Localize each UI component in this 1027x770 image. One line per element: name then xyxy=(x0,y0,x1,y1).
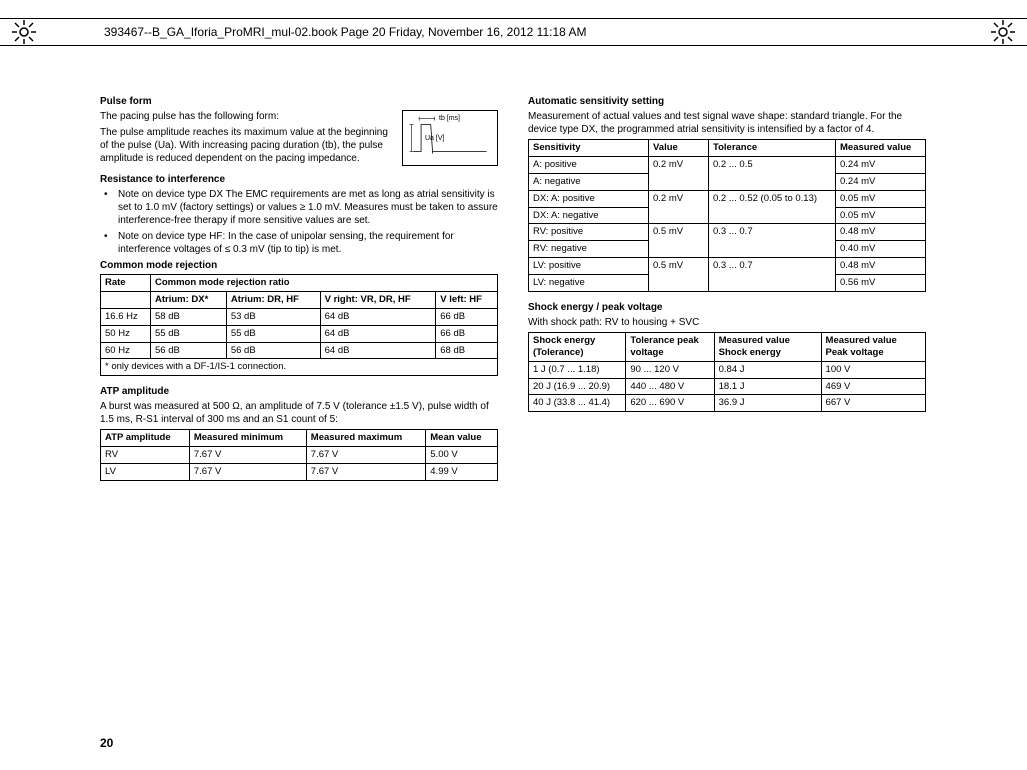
body-text: With shock path: RV to housing + SVC xyxy=(528,316,926,329)
table-header xyxy=(101,291,151,308)
atp-table: ATP amplitude Measured minimum Measured … xyxy=(100,429,498,481)
cmr-table: Rate Common mode rejection ratio Atrium:… xyxy=(100,274,498,376)
table-row: 1 J (0.7 ... 1.18) 90 ... 120 V 0.84 J 1… xyxy=(529,361,926,378)
table-header: Shock energy (Tolerance) xyxy=(529,332,626,361)
table-header: Value xyxy=(649,140,709,157)
table-row: 60 Hz 56 dB 56 dB 64 dB 68 dB xyxy=(101,342,498,359)
section-title: Shock energy / peak voltage xyxy=(528,302,926,313)
table-row: RV: positive 0.5 mV 0.3 ... 0.7 0.48 mV xyxy=(529,224,926,241)
sensitivity-table: Sensitivity Value Tolerance Measured val… xyxy=(528,139,926,292)
table-row: A: positive 0.2 mV 0.2 ... 0.5 0.24 mV xyxy=(529,156,926,173)
table-row: 40 J (33.8 ... 41.4) 620 ... 690 V 36.9 … xyxy=(529,395,926,412)
body-text: Measurement of actual values and test si… xyxy=(528,110,926,136)
sun-icon xyxy=(12,20,36,44)
section-title: Automatic sensitivity setting xyxy=(528,96,926,107)
table-row: 50 Hz 55 dB 55 dB 64 dB 66 dB xyxy=(101,325,498,342)
table-row: * only devices with a DF-1/IS-1 connecti… xyxy=(101,359,498,376)
table-header: Measured value Shock energy xyxy=(714,332,821,361)
table-row: 20 J (16.9 ... 20.9) 440 ... 480 V 18.1 … xyxy=(529,378,926,395)
table-header: Tolerance peak voltage xyxy=(626,332,714,361)
table-row: LV: positive 0.5 mV 0.3 ... 0.7 0.48 mV xyxy=(529,258,926,275)
section-title: Resistance to interference xyxy=(100,174,498,185)
table-header: Measured minimum xyxy=(189,430,306,447)
table-header: Atrium: DR, HF xyxy=(226,291,320,308)
shock-table: Shock energy (Tolerance) Tolerance peak … xyxy=(528,332,926,412)
pulse-diagram: tb [ms] Ua [V] xyxy=(402,110,498,166)
section-title: Pulse form xyxy=(100,96,498,107)
left-column: Pulse form tb [ms] Ua [V] The pacing pul… xyxy=(100,96,498,491)
bullet-list: Note on device type DX The EMC requireme… xyxy=(100,188,498,256)
table-header: Atrium: DX* xyxy=(151,291,227,308)
table-header: Measured maximum xyxy=(306,430,425,447)
table-header: Sensitivity xyxy=(529,140,649,157)
table-header: Mean value xyxy=(426,430,498,447)
header-bar: 393467--B_GA_Iforia_ProMRI_mul-02.book P… xyxy=(0,18,1027,46)
diagram-label: tb [ms] xyxy=(439,115,460,122)
table-row: 16.6 Hz 58 dB 53 dB 64 dB 66 dB xyxy=(101,308,498,325)
page-content: Pulse form tb [ms] Ua [V] The pacing pul… xyxy=(100,96,927,491)
section-title: ATP amplitude xyxy=(100,386,498,397)
table-header: ATP amplitude xyxy=(101,430,190,447)
table-row: RV 7.67 V 7.67 V 5.00 V xyxy=(101,447,498,464)
table-header: V left: HF xyxy=(436,291,498,308)
diagram-label: Ua [V] xyxy=(425,135,444,142)
list-item: Note on device type DX The EMC requireme… xyxy=(100,188,498,227)
right-column: Automatic sensitivity setting Measuremen… xyxy=(528,96,926,491)
page-number: 20 xyxy=(100,736,113,750)
table-header: Measured value xyxy=(836,140,926,157)
body-text: A burst was measured at 500 Ω, an amplit… xyxy=(100,400,498,426)
list-item: Note on device type HF: In the case of u… xyxy=(100,230,498,256)
table-header: V right: VR, DR, HF xyxy=(320,291,436,308)
table-header: Tolerance xyxy=(709,140,836,157)
section-title: Common mode rejection xyxy=(100,260,498,271)
header-text: 393467--B_GA_Iforia_ProMRI_mul-02.book P… xyxy=(104,25,587,39)
table-header: Common mode rejection ratio xyxy=(151,275,498,292)
sun-icon xyxy=(991,20,1015,44)
table-header: Measured value Peak voltage xyxy=(821,332,925,361)
table-row: DX: A: positive 0.2 mV 0.2 ... 0.52 (0.0… xyxy=(529,190,926,207)
table-row: LV 7.67 V 7.67 V 4.99 V xyxy=(101,464,498,481)
table-header: Rate xyxy=(101,275,151,292)
